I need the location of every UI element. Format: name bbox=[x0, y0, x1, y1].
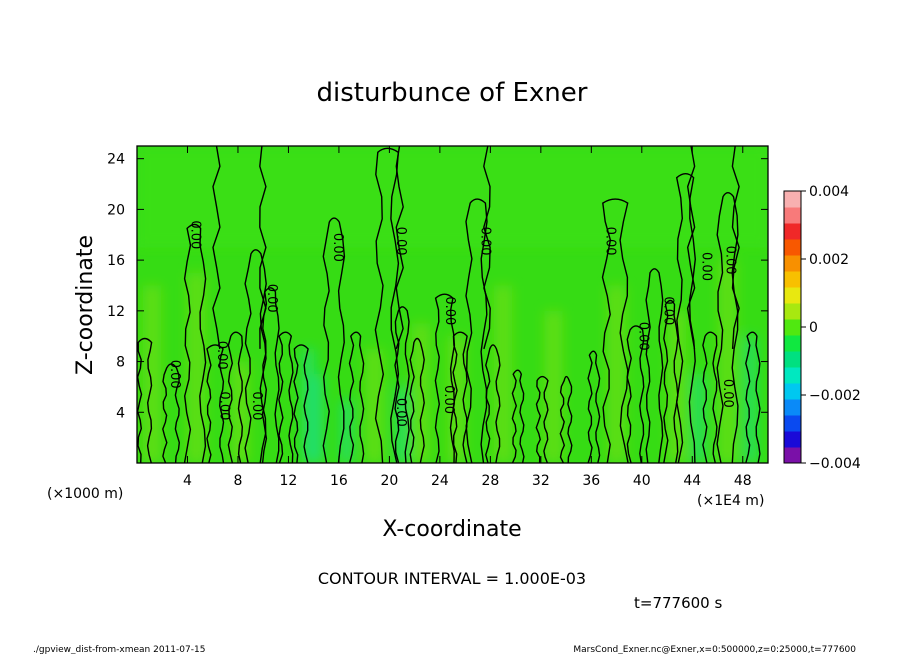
footer-right: MarsCond_Exner.nc@Exner,x=0:500000,z=0:2… bbox=[573, 645, 856, 654]
contour-interval-text: CONTOUR INTERVAL = 1.000E-03 bbox=[318, 569, 586, 588]
chart-title: disturbunce of Exner bbox=[317, 78, 588, 108]
x-tick-label: 4 bbox=[183, 473, 192, 489]
colorbar-swatch bbox=[784, 255, 801, 272]
colorbar-swatch bbox=[784, 191, 801, 208]
contour-label: 0.00 bbox=[661, 296, 676, 325]
x-axis: 4 8 12 16 20 24 28 32 36 40 44 48 bbox=[183, 146, 752, 489]
contour-label: 0.00 bbox=[187, 220, 202, 249]
x-tick-label: 48 bbox=[734, 473, 752, 489]
colorbar-swatch bbox=[784, 399, 801, 416]
contour-label: 0.00 bbox=[478, 227, 493, 256]
x-tick-label: 44 bbox=[683, 473, 701, 489]
y-tick-label: 24 bbox=[107, 152, 125, 168]
contour-label: 0.00 bbox=[214, 341, 229, 370]
x-tick-label: 28 bbox=[481, 473, 499, 489]
plot-frame bbox=[136, 145, 769, 464]
x-tick-label: 8 bbox=[233, 473, 242, 489]
colorbar-ticks: 0.004 0.002 0 −0.002 −0.004 bbox=[801, 184, 861, 472]
x-tick-label: 36 bbox=[582, 473, 600, 489]
colorbar-swatch bbox=[784, 367, 801, 384]
colorbar-swatch bbox=[784, 223, 801, 240]
colorbar-tick-label: 0 bbox=[809, 320, 818, 336]
x-tick-label: 12 bbox=[280, 473, 298, 489]
contour-label: 0.00 bbox=[330, 233, 345, 262]
x-tick-label: 16 bbox=[330, 473, 348, 489]
colorbar-swatch bbox=[784, 383, 801, 400]
colorbar-swatch bbox=[784, 335, 801, 352]
x-tick-label: 24 bbox=[431, 473, 449, 489]
x-unit-left: (×1000 m) bbox=[47, 486, 123, 502]
contour-label: 0.00 bbox=[393, 227, 408, 256]
colorbar-tick-label: −0.002 bbox=[809, 388, 861, 404]
y-tick-label: 20 bbox=[107, 202, 125, 218]
colorbar-tick-label: 0.004 bbox=[809, 184, 849, 200]
x-unit-right: (×1E4 m) bbox=[697, 493, 764, 509]
y-axis: 4 8 12 16 20 24 bbox=[107, 152, 768, 421]
contour-label: 0.00 bbox=[441, 385, 456, 414]
contour-label: 0.00 bbox=[264, 284, 279, 313]
contour-labels: 0.00 0.00 0.00 0.00 0.00 0.00 0.00 0.00 0.00 0.00… bbox=[167, 220, 737, 426]
y-axis-label: Z-coordinate bbox=[73, 235, 98, 375]
colorbar-swatch bbox=[784, 287, 801, 304]
x-tick-label: 40 bbox=[633, 473, 651, 489]
y-tick-label: 8 bbox=[116, 355, 125, 371]
contour-label: 0.00 bbox=[603, 227, 618, 256]
contour-label: 0.00 bbox=[720, 379, 735, 408]
colorbar-swatch bbox=[784, 303, 801, 320]
colorbar-tick-label: −0.004 bbox=[809, 456, 861, 472]
y-tick-label: 16 bbox=[107, 253, 125, 269]
contour-label: 0.00 bbox=[167, 360, 182, 389]
plot-area: 0.00 0.00 0.00 0.00 0.00 0.00 0.00 0.00 0.00 0.00… bbox=[137, 146, 768, 463]
contour-label: 0.00 bbox=[393, 398, 408, 427]
contour-label: 0.00 bbox=[722, 246, 737, 275]
colorbar-swatch bbox=[784, 207, 801, 224]
colorbar-swatch bbox=[784, 271, 801, 288]
colorbar-swatch bbox=[784, 319, 801, 336]
contour-lines bbox=[137, 146, 761, 463]
x-tick-label: 20 bbox=[380, 473, 398, 489]
colorbar-swatch bbox=[784, 415, 801, 432]
x-tick-label: 32 bbox=[532, 473, 550, 489]
x-axis-label: X-coordinate bbox=[382, 517, 521, 542]
y-tick-label: 4 bbox=[116, 405, 125, 421]
y-tick-label: 12 bbox=[107, 304, 125, 320]
contour-label: 0.00 bbox=[442, 296, 457, 325]
colorbar-swatch bbox=[784, 239, 801, 256]
contour-label: 0.00 bbox=[635, 322, 650, 351]
contour-label: 0.00 bbox=[249, 391, 264, 420]
colorbar-swatch bbox=[784, 351, 801, 368]
contour-label: 0.00 bbox=[216, 391, 231, 420]
colorbar bbox=[784, 191, 801, 464]
contour-label: 0.00 bbox=[698, 252, 713, 281]
colorbar-swatch bbox=[784, 431, 801, 448]
time-label: t=777600 s bbox=[634, 594, 722, 612]
colorbar-swatch bbox=[784, 447, 801, 464]
colorbar-tick-label: 0.002 bbox=[809, 252, 849, 268]
footer-left: ./gpview_dist-from-xmean 2011-07-15 bbox=[33, 645, 205, 654]
field-shading bbox=[137, 146, 768, 463]
